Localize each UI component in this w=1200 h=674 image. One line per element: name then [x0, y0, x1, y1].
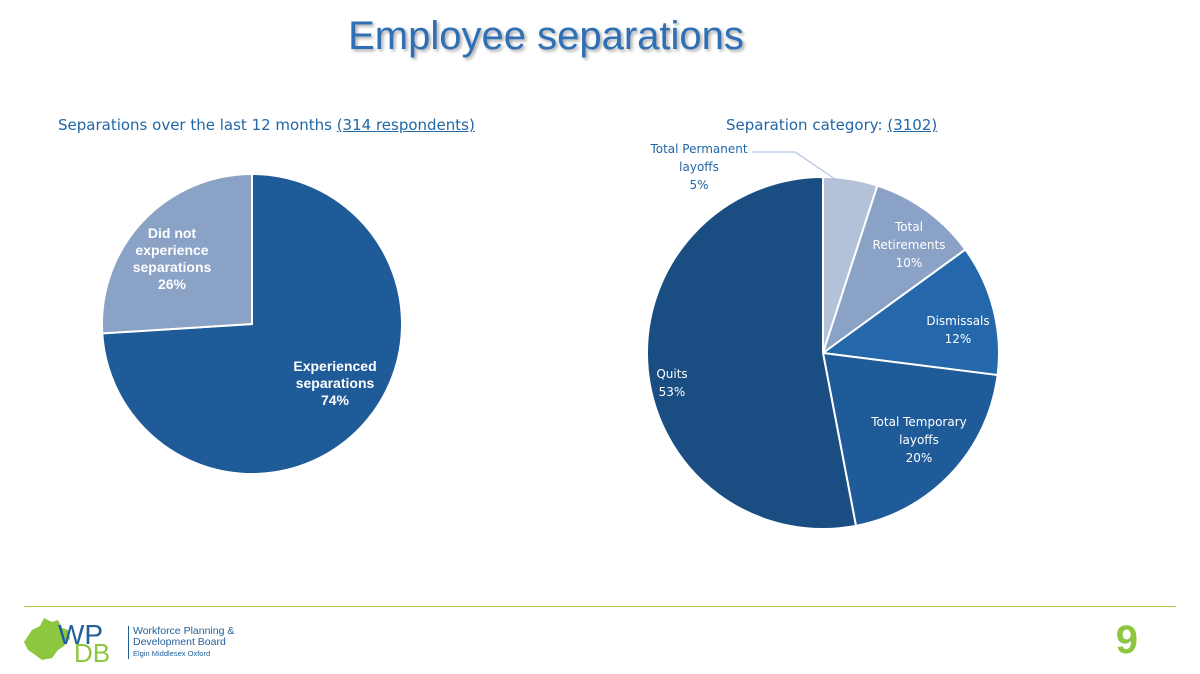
- logo-line-2: Development Board: [133, 636, 226, 648]
- pie-slice-did-not-experience-separations: [101, 172, 253, 335]
- chart-2-title-count: (3102): [887, 116, 938, 134]
- logo-db: DB: [74, 638, 110, 664]
- logo-wp: WP: [58, 619, 103, 650]
- wpdb-logo: WP DB: [24, 618, 110, 664]
- chart-2-title-text: Separation category:: [726, 116, 883, 134]
- logo-line-1: Workforce Planning &: [133, 625, 235, 637]
- data-label-total-temporary-layoffs: Total Temporary layoffs 20%: [870, 415, 966, 465]
- pie-slice-total-temporary-layoffs: [821, 351, 999, 528]
- data-label-did-not-experience-separations: Did not experience separations 26%: [133, 225, 212, 292]
- pie-slice-quits: [646, 175, 858, 530]
- footer-divider: [24, 606, 1176, 607]
- data-label-dismissals: Dismissals 12%: [926, 314, 989, 346]
- page-title: Employee separations: [348, 14, 744, 58]
- logo-map-icon: [24, 618, 70, 660]
- chart-1-title-respondents: (314 respondents): [336, 116, 475, 134]
- chart-1-title-text: Separations over the last 12 months: [58, 116, 332, 134]
- chart-2-title: Separation category: (3102): [726, 116, 937, 134]
- page-number: 9: [1115, 618, 1138, 662]
- data-label-total-permanent-layoffs: Total Permanent layoffs 5%: [649, 142, 747, 192]
- data-label-total-retirements: Total Retirements 10%: [873, 220, 946, 270]
- data-label-quits: Quits 53%: [656, 367, 687, 399]
- logo-organization-name: Workforce Planning & Development Board E…: [128, 626, 234, 659]
- leader-line-total-permanent-layoffs: [752, 151, 839, 182]
- pie-slice-dismissals: [820, 248, 1000, 377]
- logo-line-3: Elgin Middlesex Oxford: [133, 649, 211, 658]
- data-label-experienced-separations: Experienced separations 74%: [293, 358, 376, 408]
- pie-slice-total-retirements: [821, 184, 967, 356]
- chart-1-title: Separations over the last 12 months (314…: [58, 116, 475, 134]
